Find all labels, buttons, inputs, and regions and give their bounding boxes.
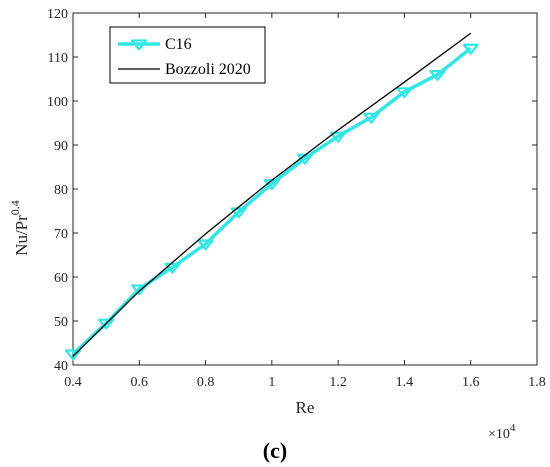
series-c16-point xyxy=(330,131,347,143)
y-tick-label: 110 xyxy=(48,51,68,66)
legend-c16-marker xyxy=(130,39,148,51)
x-tick-label: 1 xyxy=(268,375,275,390)
panel-label: (c) xyxy=(263,438,287,463)
series-c16-point xyxy=(64,349,82,361)
legend-c16-label: C16 xyxy=(165,36,192,53)
series-c16-point xyxy=(197,239,214,251)
y-tick-label: 60 xyxy=(54,271,68,286)
y-tick-label: 90 xyxy=(54,139,68,154)
x-multiplier-exponent: 4 xyxy=(510,422,516,434)
x-tick-label: 1.8 xyxy=(528,375,546,390)
series-c16-point xyxy=(164,262,181,274)
x-tick-label: 0.4 xyxy=(64,375,82,390)
x-tick-label: 0.6 xyxy=(131,375,149,390)
y-tick-label: 70 xyxy=(54,227,68,242)
y-tick-label: 100 xyxy=(47,95,68,110)
x-tick-label: 1.2 xyxy=(329,375,347,390)
axes: 0.4 0.6 0.8 1 1.2 1.4 1.6 1.8 40 50 60 70 80 90 100 110… xyxy=(47,7,546,390)
y-tick-label: 80 xyxy=(54,183,68,198)
y-tick-label: 40 xyxy=(54,359,68,374)
series-c16-point xyxy=(131,284,148,296)
series-c16-point xyxy=(230,207,247,219)
legend-bozzoli-label: Bozzoli 2020 xyxy=(165,61,251,78)
y-axis-label-base: Nu/Pr xyxy=(12,215,31,256)
series-bozzoli-line xyxy=(72,32,472,357)
series-c16-point xyxy=(363,112,380,124)
y-axis-label: Nu/Pr0.4 xyxy=(8,200,31,256)
x-axis-label: Re xyxy=(296,398,315,417)
x-multiplier: ×104 xyxy=(488,422,516,442)
series-c16-point xyxy=(429,70,446,82)
x-tick-label: 1.4 xyxy=(396,375,414,390)
series-c16-line xyxy=(71,46,472,356)
legend: C16 Bozzoli 2020 xyxy=(109,26,266,84)
series-c16-point xyxy=(462,43,479,55)
y-axis-label-exponent: 0.4 xyxy=(8,200,22,215)
legend-box xyxy=(109,26,266,84)
x-tick-label: 0.8 xyxy=(197,375,215,390)
y-tick-label: 120 xyxy=(47,7,68,22)
series-c16-point xyxy=(98,318,115,330)
plot-series xyxy=(64,32,479,361)
labels: Re Nu/Pr0.4 ×104 (c) xyxy=(8,200,516,463)
y-tick-label: 50 xyxy=(54,315,68,330)
x-tick-label: 1.6 xyxy=(462,375,480,390)
x-multiplier-base: ×10 xyxy=(488,427,510,442)
series-c16-point xyxy=(396,87,413,99)
